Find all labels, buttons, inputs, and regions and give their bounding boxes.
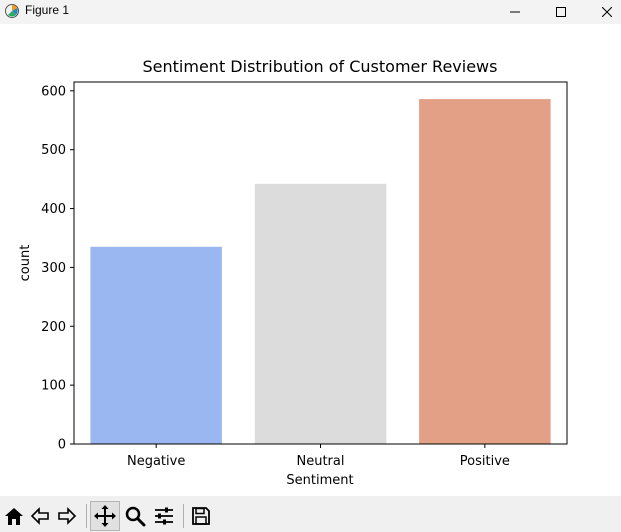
back-arrow-icon — [30, 507, 49, 525]
x-tick-label: Negative — [127, 454, 185, 469]
minimize-icon — [510, 11, 520, 13]
chart-title: Sentiment Distribution of Customer Revie… — [143, 57, 498, 76]
toolbar-separator — [183, 504, 184, 528]
configure-subplots-button[interactable] — [150, 502, 178, 530]
x-axis-label: Sentiment — [286, 473, 353, 488]
maximize-button[interactable] — [538, 0, 584, 24]
figure-canvas[interactable]: Sentiment Distribution of Customer Revie… — [0, 24, 621, 496]
window-title: Figure 1 — [25, 3, 70, 17]
close-button[interactable] — [584, 0, 621, 24]
y-tick-label: 0 — [58, 438, 66, 453]
maximize-icon — [556, 7, 566, 17]
y-tick-label: 200 — [41, 320, 66, 335]
home-button[interactable] — [0, 502, 28, 530]
y-tick-label: 500 — [41, 143, 66, 158]
pan-button[interactable] — [90, 501, 120, 531]
matplotlib-app-icon — [5, 4, 19, 18]
save-icon — [192, 507, 210, 525]
close-icon — [602, 7, 612, 17]
zoom-icon — [125, 506, 146, 527]
y-tick-label: 400 — [41, 202, 66, 217]
back-button[interactable] — [26, 502, 54, 530]
forward-button[interactable] — [53, 502, 81, 530]
x-tick-label: Positive — [460, 454, 510, 469]
x-tick-label: Neutral — [297, 454, 345, 469]
y-tick-label: 600 — [41, 84, 66, 99]
forward-arrow-icon — [58, 507, 77, 525]
bar-positive — [419, 99, 551, 444]
home-icon — [5, 508, 23, 525]
toolbar-separator — [86, 504, 87, 528]
pan-icon — [94, 505, 116, 527]
y-tick-label: 100 — [41, 379, 66, 394]
y-axis-label: count — [18, 245, 33, 282]
minimize-button[interactable] — [492, 0, 538, 24]
y-tick-label: 300 — [41, 261, 66, 276]
window-titlebar: Figure 1 — [0, 0, 621, 24]
bar-chart: Sentiment Distribution of Customer Revie… — [18, 57, 568, 488]
navigation-toolbar — [0, 496, 621, 532]
bar-neutral — [254, 183, 387, 445]
bar-negative — [90, 246, 222, 444]
configure-subplots-icon — [155, 507, 173, 525]
save-button[interactable] — [187, 502, 215, 530]
zoom-button[interactable] — [121, 502, 149, 530]
